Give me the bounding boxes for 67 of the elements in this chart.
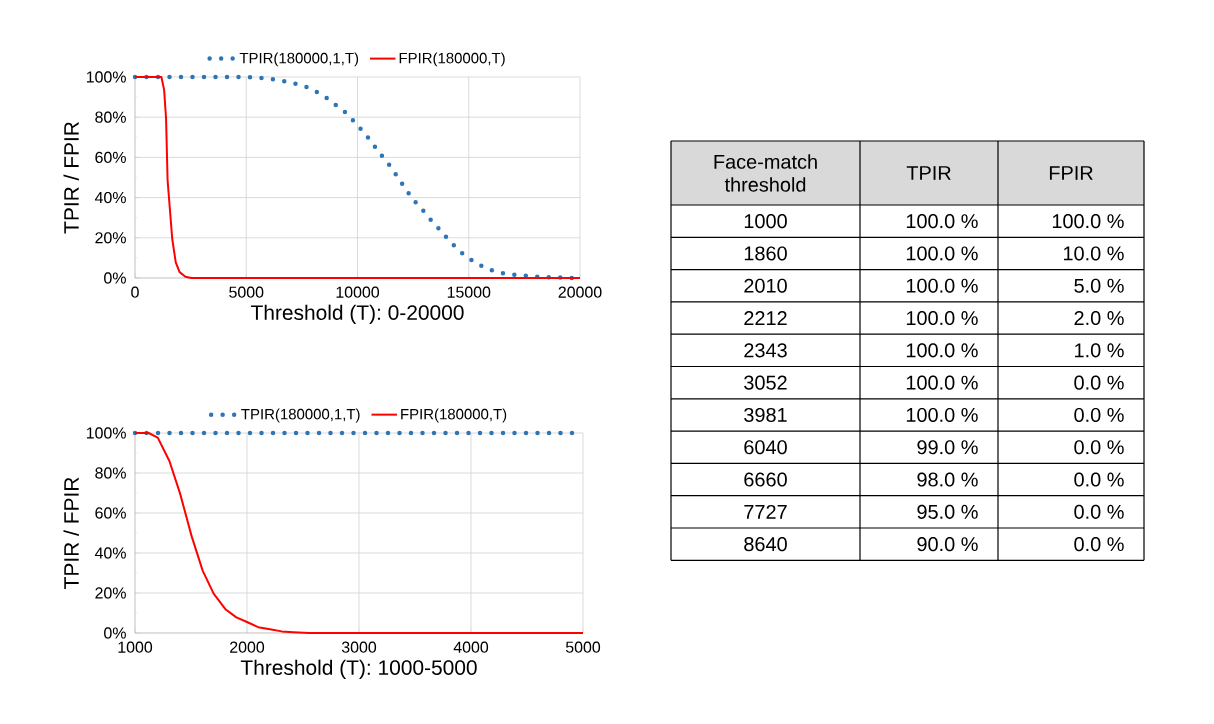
text: 2010 [744,278,787,293]
y-tick-label: 20% [95,232,126,244]
text: 0.0 % [1074,537,1124,552]
x-axis-title: Threshold (T): 1000-5000 [240,659,477,680]
legend-label: TPIR(180000,1,T) [239,52,359,67]
text: 1.0 % [1075,343,1124,358]
text: 100.0 % [906,343,978,358]
text: 99.0 % [917,440,978,455]
text: Face-match threshold [714,154,817,192]
text: 6660 [744,472,787,487]
text: 3981 [744,407,787,422]
y-tick-label: 0% [104,627,126,639]
legend-label: FPIR(180000,T) [401,408,507,423]
text: 3052 [744,375,787,390]
y-axis-title: TPIR / FPIR [63,122,79,234]
x-tick-label: 2000 [230,641,265,653]
text: 98.0 % [917,472,978,487]
text: 1000 [744,214,787,229]
text: 5.0 % [1074,278,1124,293]
text: 100.0 % [906,246,978,261]
text: 0.0 % [1074,504,1124,519]
y-tick-label: 100% [86,71,126,83]
text: 2212 [744,311,787,325]
x-axis-title: Threshold (T): 0-20000 [251,304,464,325]
text: 100.0 % [906,278,978,293]
text: 0.0 % [1074,440,1124,455]
y-tick-label: 60% [95,151,126,164]
y-axis-title: TPIR / FPIR [63,477,79,589]
text: 100.0 % [1052,214,1124,229]
y-tick-label: 40% [94,547,126,559]
x-tick-label: 1000 [118,641,153,653]
legend-label: FPIR(180000,T) [399,52,505,67]
x-tick-label: 0 [131,286,139,298]
text: 100.0 % [906,310,978,326]
x-tick-label: 3000 [341,641,377,653]
legend-label: TPIR(180000,1,T) [241,408,360,423]
text: 100.0 % [906,214,978,229]
text: 0.0 % [1074,472,1124,487]
y-tick-label: 40% [94,191,126,204]
text: 1860 [744,246,787,261]
y-tick-label: 0% [104,272,126,284]
text: 100.0 % [906,375,978,390]
y-tick-label: 20% [95,587,126,599]
text: 2343 [744,343,787,358]
x-tick-label: 15000 [447,286,491,298]
text: 10.0 % [1063,246,1124,261]
text: 90.0 % [917,537,978,552]
text: 100.0 % [906,407,978,422]
y-tick-label: 100% [86,427,126,439]
text: 0.0 % [1074,407,1124,422]
text: 8640 [744,537,787,552]
x-tick-label: 5000 [229,286,264,298]
line-series [134,431,585,634]
text: 95.0 % [917,504,978,519]
text: 7727 [744,504,787,519]
y-tick-label: 80% [95,111,126,123]
text: FPIR [1049,166,1093,180]
x-tick-label: 20000 [558,286,602,298]
text: 2.0 % [1074,310,1124,326]
y-tick-label: 60% [95,507,126,519]
y-tick-label: 80% [95,467,126,479]
x-tick-label: 10000 [336,286,380,298]
text: 0.0 % [1074,375,1124,390]
x-tick-label: 4000 [453,641,489,653]
x-tick-label: 5000 [565,641,601,653]
text: TPIR [906,166,951,180]
text: 6040 [744,440,787,455]
